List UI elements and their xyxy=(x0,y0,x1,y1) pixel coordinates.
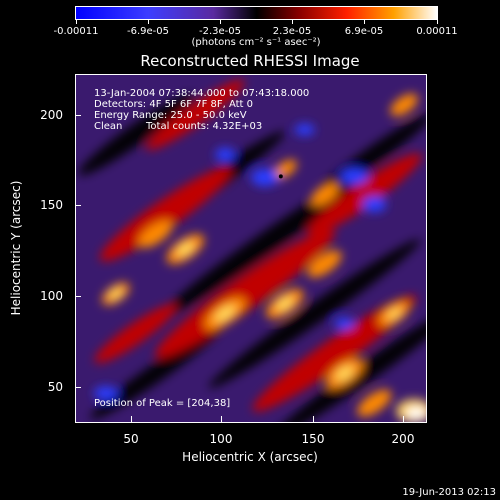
x-tick-label: 100 xyxy=(209,432,233,446)
colorbar-label: -0.00011 xyxy=(53,26,99,37)
x-tick-label: 200 xyxy=(391,432,415,446)
colorbar-label: -6.9e-05 xyxy=(127,26,169,37)
colorbar-tick xyxy=(292,20,293,24)
x-tick-label: 50 xyxy=(123,432,139,446)
colorbar-tick xyxy=(148,20,149,24)
peak-position-label: Position of Peak = [204,38] xyxy=(94,398,231,409)
y-tick-label: 200 xyxy=(40,108,63,122)
generation-timestamp: 19-Jun-2013 02:13 xyxy=(402,487,496,498)
y-tick-mark xyxy=(75,205,81,206)
colorbar-tick xyxy=(220,20,221,24)
y-tick-label: 50 xyxy=(47,380,63,394)
x-tick-mark xyxy=(403,416,404,422)
y-tick-mark xyxy=(75,296,81,297)
info-method: Clean xyxy=(94,121,123,132)
colorbar-unit: (photons cm⁻² s⁻¹ asec⁻²) xyxy=(191,37,321,48)
colorbar-label: 6.9e-05 xyxy=(344,26,384,37)
info-time-range: 13-Jan-2004 07:38:44.000 to 07:43:18.000 xyxy=(94,88,310,99)
x-tick-mark xyxy=(131,416,132,422)
colorbar xyxy=(75,6,438,20)
y-tick-label: 150 xyxy=(40,198,63,212)
y-axis-label: Heliocentric Y (arcsec) xyxy=(9,180,23,316)
x-tick-mark xyxy=(313,416,314,422)
y-tick-mark xyxy=(75,115,81,116)
colorbar-tick xyxy=(76,20,77,24)
colorbar-label: -2.3e-05 xyxy=(199,26,241,37)
x-axis-label: Heliocentric X (arcsec) xyxy=(182,450,318,464)
rhessi-image xyxy=(75,74,427,423)
info-energy-range: Energy Range: 25.0 - 50.0 keV xyxy=(94,110,247,121)
info-detectors: Detectors: 4F 5F 6F 7F 8F, Att 0 xyxy=(94,99,254,110)
plot-title: Reconstructed RHESSI Image xyxy=(140,52,360,70)
colorbar-label: 2.3e-05 xyxy=(272,26,312,37)
y-tick-label: 100 xyxy=(40,289,63,303)
info-total-counts: Total counts: 4.32E+03 xyxy=(146,121,263,132)
colorbar-tick xyxy=(364,20,365,24)
colorbar-tick xyxy=(437,20,438,24)
x-tick-label: 150 xyxy=(301,432,325,446)
colorbar-label: 0.00011 xyxy=(416,26,458,37)
y-tick-mark xyxy=(75,387,81,388)
x-tick-mark xyxy=(221,416,222,422)
